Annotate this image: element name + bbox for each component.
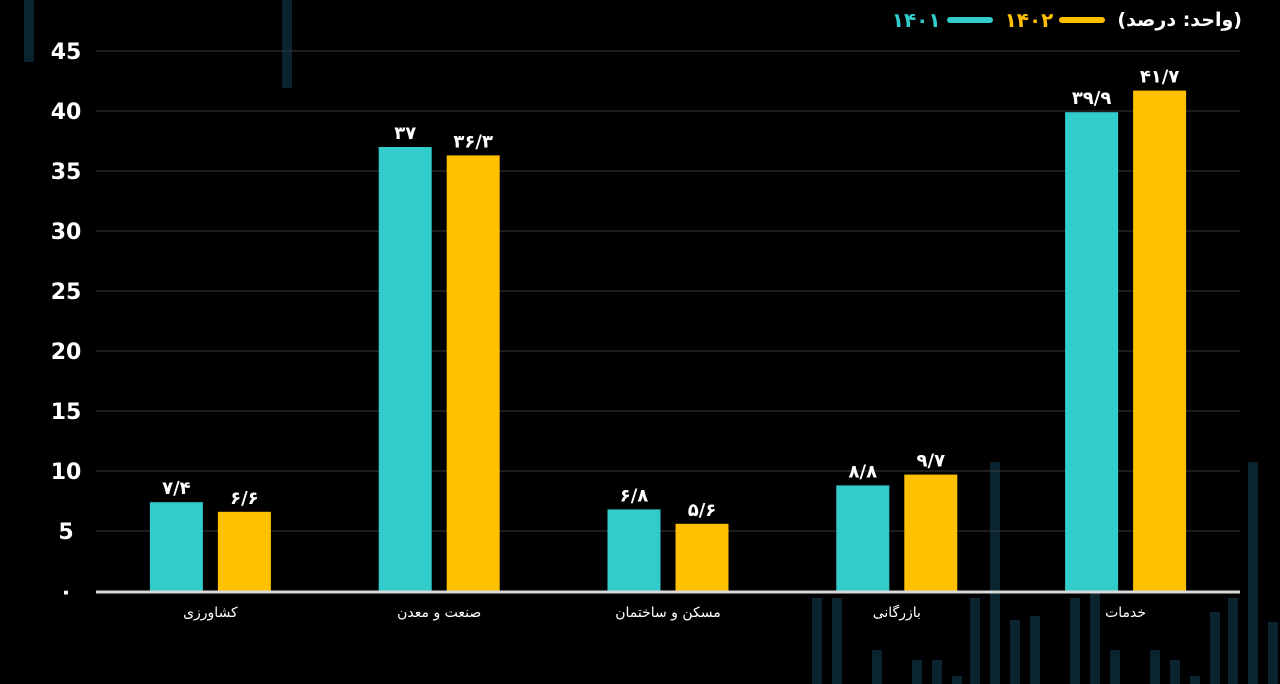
y-tick-label: ۰ <box>59 580 72 605</box>
decor-bar <box>832 598 842 684</box>
legend-item-1401: ۱۴۰۱ <box>892 8 993 32</box>
decor-bar <box>912 660 922 684</box>
decor-bar <box>24 0 34 62</box>
decor-bar <box>1190 676 1200 684</box>
background-decoration <box>24 0 1278 684</box>
y-tick-label: 40 <box>51 100 82 125</box>
category-label: خدمات <box>1105 605 1146 621</box>
data-label: ۶/۸ <box>620 485 649 506</box>
legend-swatch-1401 <box>946 17 993 23</box>
data-labels: ۷/۴ ۶/۶ ۳۷ ۳۶/۳ ۶/۸ ۵/۶ ۸/۸ ۹/۷ ۳۹/۹ ۴۱/۷ <box>162 67 1179 521</box>
data-label: ۶/۶ <box>230 488 259 509</box>
y-tick-label: 5 <box>58 520 73 545</box>
bars <box>149 90 1187 591</box>
decor-bar <box>1170 660 1180 684</box>
y-tick-label: 35 <box>51 160 82 185</box>
decor-bar <box>952 676 962 684</box>
data-label: ۳۶/۳ <box>453 131 493 152</box>
data-label: ۵/۶ <box>688 500 717 521</box>
decor-bar <box>1030 616 1040 684</box>
category-label: کشاورزی <box>183 605 238 621</box>
bar-4-0 <box>1065 112 1119 591</box>
y-axis-ticks: ۰ 5 10 15 20 25 30 35 40 45 <box>51 40 82 605</box>
decor-bar <box>1010 620 1020 684</box>
y-tick-label: 10 <box>51 460 82 485</box>
decor-bar <box>1110 650 1120 684</box>
bar-1-1 <box>446 155 500 591</box>
category-label: بازرگانی <box>873 604 921 621</box>
data-label: ۷/۴ <box>162 478 191 499</box>
decor-bar <box>872 650 882 684</box>
bar-2-0 <box>607 509 661 591</box>
bar-3-1 <box>904 474 958 591</box>
decor-bar <box>1248 462 1258 684</box>
bar-0-0 <box>149 502 203 591</box>
legend-label-1402: ۱۴۰۲ <box>1004 8 1054 32</box>
unit-label: (واحد: درصد) <box>1117 9 1242 31</box>
decor-bar <box>812 598 822 684</box>
data-label: ۳۹/۹ <box>1072 88 1112 109</box>
decor-bar <box>1070 598 1080 684</box>
decor-bar <box>970 598 980 684</box>
bar-2-1 <box>675 523 729 591</box>
decor-bar <box>932 660 942 684</box>
decor-bar <box>1210 612 1220 684</box>
legend-item-1402: ۱۴۰۲ <box>1005 8 1106 32</box>
y-tick-label: 20 <box>51 340 82 365</box>
y-tick-label: 15 <box>51 400 82 425</box>
bar-0-1 <box>217 511 271 591</box>
decor-bar <box>1150 650 1160 684</box>
y-tick-label: 45 <box>51 40 82 65</box>
legend-label-1401: ۱۴۰۱ <box>891 8 941 32</box>
decor-bar <box>282 0 292 88</box>
legend-swatch-1402 <box>1059 17 1106 23</box>
data-label: ۹/۷ <box>917 451 946 472</box>
data-label: ۳۷ <box>394 123 416 144</box>
decor-bar <box>990 462 1000 684</box>
grid-lines <box>96 50 1240 532</box>
bar-3-0 <box>836 485 890 591</box>
data-label: ۴۱/۷ <box>1140 67 1180 88</box>
bar-1-0 <box>378 147 432 591</box>
decor-bar <box>1090 560 1100 684</box>
y-tick-label: 25 <box>51 280 82 305</box>
category-label: صنعت و معدن <box>397 605 481 621</box>
y-tick-label: 30 <box>51 220 82 245</box>
data-label: ۸/۸ <box>849 461 878 482</box>
decor-bar <box>1268 622 1278 684</box>
category-label: مسکن و ساختمان <box>615 605 721 621</box>
legend: ۱۴۰۱ ۱۴۰۲ (واحد: درصد) <box>892 8 1242 32</box>
category-labels: کشاورزی صنعت و معدن مسکن و ساختمان بازرگانی… <box>183 604 1146 621</box>
decor-bar <box>1228 598 1238 684</box>
bar-4-1 <box>1133 90 1187 591</box>
